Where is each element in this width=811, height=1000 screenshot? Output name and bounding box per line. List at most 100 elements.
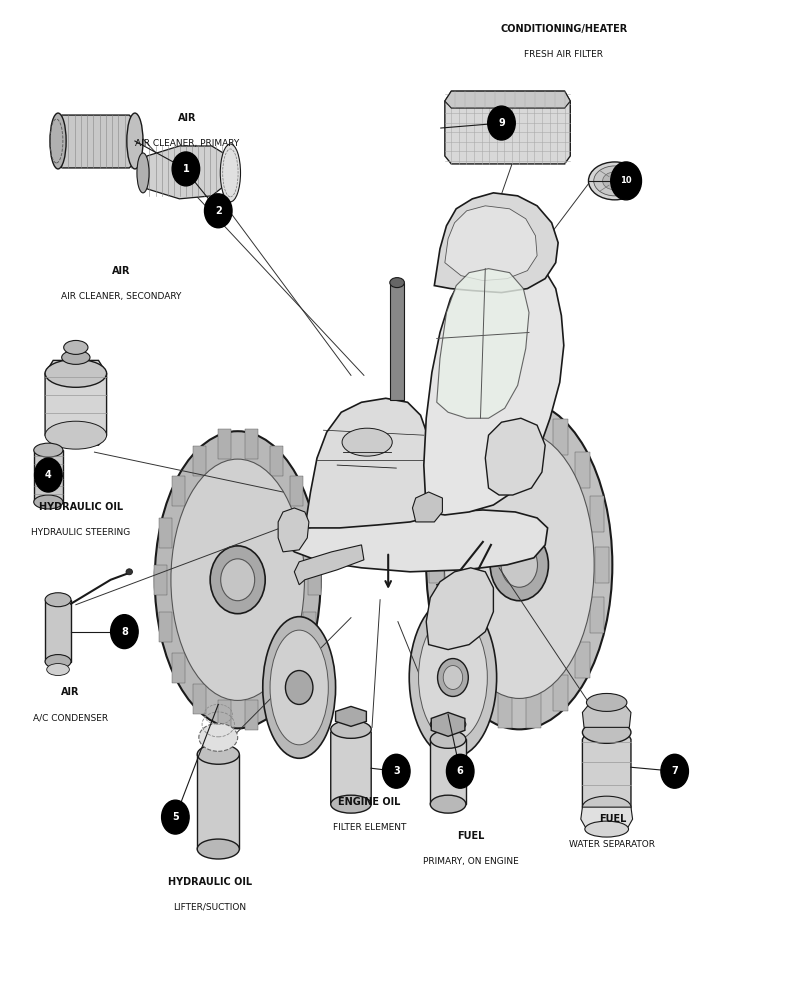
Ellipse shape <box>285 671 312 704</box>
Polygon shape <box>431 712 465 736</box>
Ellipse shape <box>430 716 466 732</box>
Polygon shape <box>426 568 493 650</box>
Ellipse shape <box>170 459 304 700</box>
Circle shape <box>204 194 232 228</box>
Ellipse shape <box>500 542 537 587</box>
Polygon shape <box>580 807 632 829</box>
Text: 6: 6 <box>457 766 463 776</box>
Ellipse shape <box>437 659 468 696</box>
Text: 8: 8 <box>121 627 127 637</box>
Ellipse shape <box>155 431 320 728</box>
Ellipse shape <box>443 666 462 689</box>
Ellipse shape <box>330 720 371 738</box>
Text: ENGINE OIL: ENGINE OIL <box>338 797 401 807</box>
Bar <box>434 496 448 532</box>
Ellipse shape <box>63 340 88 354</box>
Circle shape <box>161 800 189 834</box>
Text: 4: 4 <box>45 470 52 480</box>
Ellipse shape <box>444 431 594 698</box>
Bar <box>269 446 282 476</box>
Polygon shape <box>58 115 135 168</box>
Text: AIR: AIR <box>178 113 196 123</box>
Bar <box>217 429 230 459</box>
Bar <box>154 565 167 595</box>
Polygon shape <box>143 146 232 199</box>
Text: 5: 5 <box>172 812 178 822</box>
Circle shape <box>382 754 410 788</box>
Ellipse shape <box>581 721 630 743</box>
Ellipse shape <box>50 113 66 169</box>
Bar <box>574 452 589 488</box>
Polygon shape <box>436 269 528 418</box>
Polygon shape <box>444 91 569 108</box>
Polygon shape <box>304 398 431 528</box>
Text: 10: 10 <box>620 176 631 185</box>
Bar <box>303 612 316 642</box>
Text: PRIMARY, ON ENGINE: PRIMARY, ON ENGINE <box>423 857 518 866</box>
Ellipse shape <box>45 421 106 449</box>
Ellipse shape <box>270 630 328 745</box>
Bar <box>589 496 603 532</box>
Ellipse shape <box>126 569 132 575</box>
Bar <box>589 597 603 633</box>
Ellipse shape <box>593 166 635 196</box>
Circle shape <box>172 152 200 186</box>
Bar <box>172 476 185 506</box>
Bar <box>497 692 512 728</box>
Bar <box>526 692 540 728</box>
Ellipse shape <box>389 278 404 288</box>
Text: 3: 3 <box>393 766 399 776</box>
Ellipse shape <box>34 495 62 509</box>
Bar <box>244 429 257 459</box>
Ellipse shape <box>210 546 265 614</box>
Bar <box>552 419 567 455</box>
Polygon shape <box>283 510 547 572</box>
Ellipse shape <box>602 172 626 190</box>
Ellipse shape <box>330 795 371 813</box>
Bar <box>448 642 463 678</box>
Ellipse shape <box>47 664 69 676</box>
Text: FILTER ELEMENT: FILTER ELEMENT <box>333 823 406 832</box>
Ellipse shape <box>127 113 143 169</box>
Text: 7: 7 <box>671 766 677 776</box>
Ellipse shape <box>418 614 487 741</box>
Text: HYDRAULIC OIL: HYDRAULIC OIL <box>168 877 252 887</box>
Ellipse shape <box>45 359 106 387</box>
Ellipse shape <box>45 655 71 669</box>
Text: CONDITIONING/HEATER: CONDITIONING/HEATER <box>500 24 627 34</box>
Polygon shape <box>485 418 544 495</box>
Ellipse shape <box>137 153 149 193</box>
Ellipse shape <box>430 795 466 813</box>
Text: HYDRAULIC STEERING: HYDRAULIC STEERING <box>31 528 130 537</box>
Polygon shape <box>444 91 569 164</box>
Text: 1: 1 <box>182 164 189 174</box>
Bar <box>290 476 303 506</box>
Bar <box>594 547 608 583</box>
Ellipse shape <box>581 796 630 818</box>
Text: AIR CLEANER, SECONDARY: AIR CLEANER, SECONDARY <box>61 292 181 301</box>
Circle shape <box>487 106 515 140</box>
Circle shape <box>660 754 688 788</box>
Polygon shape <box>423 249 563 515</box>
Bar <box>244 700 257 730</box>
Bar <box>269 684 282 714</box>
Bar <box>217 700 230 730</box>
Bar <box>526 402 540 437</box>
Text: 2: 2 <box>215 206 221 216</box>
Polygon shape <box>444 206 536 281</box>
Polygon shape <box>330 726 371 804</box>
Ellipse shape <box>34 443 62 457</box>
Bar <box>159 518 172 548</box>
Text: LIFTER/SUCTION: LIFTER/SUCTION <box>174 903 247 912</box>
Text: HYDRAULIC OIL: HYDRAULIC OIL <box>39 502 122 512</box>
Ellipse shape <box>490 529 547 601</box>
Text: A/C CONDENSER: A/C CONDENSER <box>32 713 108 722</box>
Polygon shape <box>581 702 630 727</box>
Bar <box>574 642 589 678</box>
Bar <box>303 518 316 548</box>
Polygon shape <box>197 754 239 849</box>
Ellipse shape <box>197 839 239 859</box>
Bar <box>307 565 320 595</box>
Text: FUEL: FUEL <box>457 831 484 841</box>
Polygon shape <box>34 450 62 502</box>
